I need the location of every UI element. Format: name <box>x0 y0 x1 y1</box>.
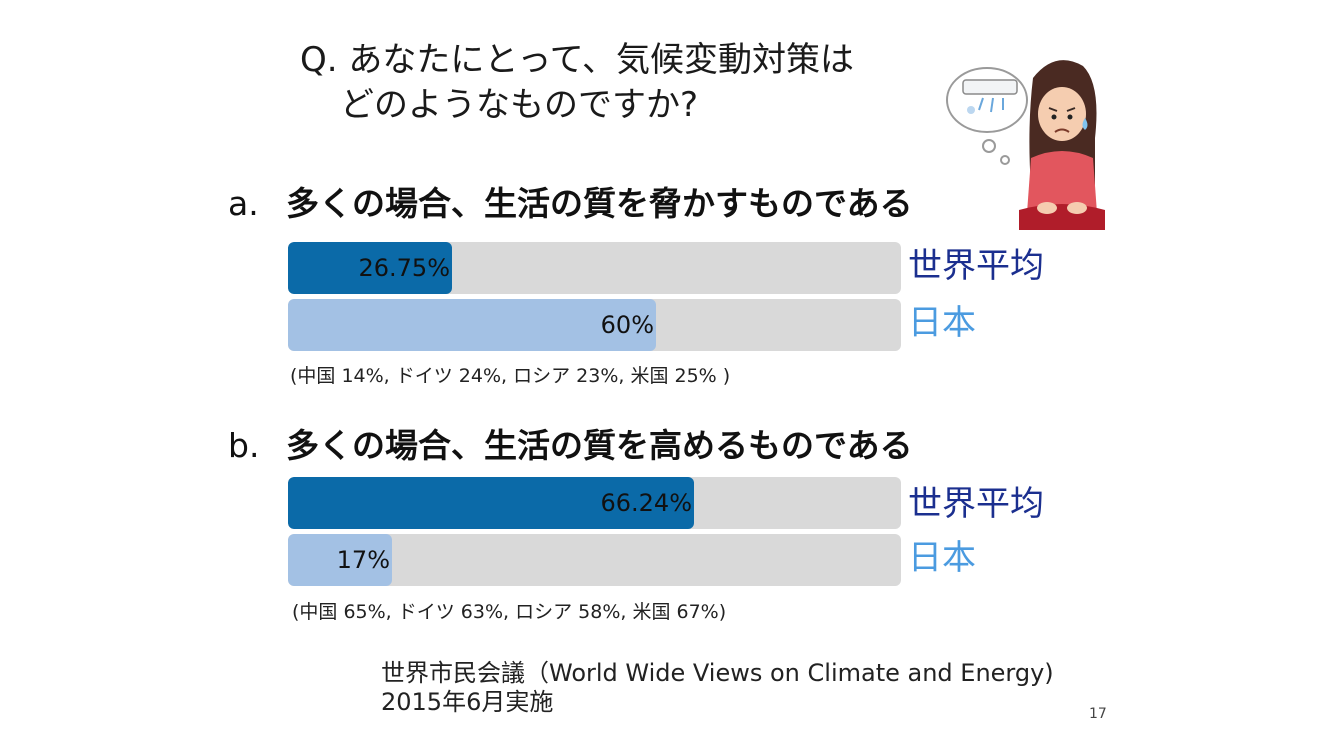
note-b: (中国 65%, ドイツ 63%, ロシア 58%, 米国 67%) <box>292 601 727 623</box>
legend-a-japan: 日本 <box>908 303 976 343</box>
question-line-1: Q. あなたにとって、気候変動対策は <box>300 40 854 80</box>
bar-track-a-japan: 60% <box>288 299 901 351</box>
bar-a-world <box>288 242 452 294</box>
bar-b-japan-value: 17% <box>336 546 390 574</box>
legend-b-japan: 日本 <box>908 538 976 578</box>
heading-b-title: 多くの場合、生活の質を高めるものである <box>286 426 913 465</box>
heading-b-letter: b. <box>228 426 260 465</box>
source-line-2: 2015年6月実施 <box>381 688 554 716</box>
bar-a-world-value: 26.75% <box>358 254 450 282</box>
legend-b-world: 世界平均 <box>908 484 1044 524</box>
bar-b-world-value: 66.24% <box>600 489 692 517</box>
bar-track-b-world: 66.24% <box>288 477 901 529</box>
heading-a-letter: a. <box>228 184 259 223</box>
bar-b-japan <box>288 534 392 586</box>
note-a: (中国 14%, ドイツ 24%, ロシア 23%, 米国 25% ) <box>290 365 731 387</box>
person-with-air-conditioner-icon <box>946 60 1105 230</box>
bar-a-japan-value: 60% <box>600 311 654 339</box>
source-line-1: 世界市民会議（World Wide Views on Climate and E… <box>381 659 1054 687</box>
question-line-2: どのようなものですか? <box>340 85 699 125</box>
heading-b: b. 多くの場合、生活の質を高めるものである <box>228 426 913 466</box>
bar-a-japan <box>288 299 656 351</box>
page-number: 17 <box>1089 706 1107 722</box>
heading-a-title: 多くの場合、生活の質を脅かすものである <box>286 184 913 223</box>
bar-b-world <box>288 477 694 529</box>
heading-a: a. 多くの場合、生活の質を脅かすものである <box>228 184 913 224</box>
legend-a-world: 世界平均 <box>908 246 1044 286</box>
bar-track-b-japan: 17% <box>288 534 901 586</box>
bar-track-a-world: 26.75% <box>288 242 901 294</box>
